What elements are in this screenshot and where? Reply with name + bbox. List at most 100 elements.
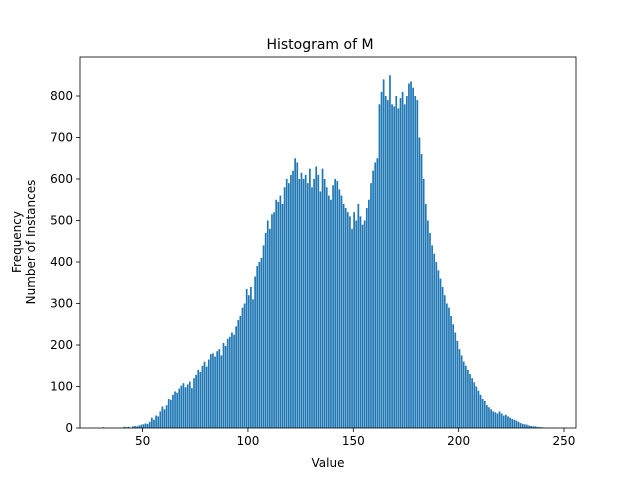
bar [143,424,145,428]
bar [435,262,437,428]
bar [204,362,206,428]
bar [191,388,193,428]
bar [305,175,307,428]
bar [155,416,157,428]
bar [419,138,421,428]
bar [505,415,507,428]
bar [299,179,301,428]
x-tick-label: 50 [135,434,150,448]
bar [322,169,324,428]
bar [511,419,513,428]
y-tick-label: 500 [50,214,73,228]
bar [499,411,501,428]
bar [317,175,319,428]
bar [433,254,435,428]
bar [450,316,452,428]
y-axis-label: Number of Instances [24,180,38,305]
bar [400,98,402,428]
bar [526,425,528,428]
bar [214,357,216,428]
bar [494,412,496,428]
bar [345,208,347,428]
bar [406,96,408,428]
bar [185,387,187,428]
bar [267,221,269,428]
x-tick-label: 100 [236,434,259,448]
bar [330,200,332,428]
bar [343,204,345,428]
bar [290,175,292,428]
bar [311,187,313,428]
bar [444,295,446,428]
bar [246,289,248,428]
bar [459,349,461,428]
bar [454,333,456,428]
bar [509,418,511,428]
bar [391,104,393,428]
bar [292,171,294,428]
bar [473,382,475,428]
bar [166,405,168,428]
bar [309,169,311,428]
bar [484,401,486,428]
y-tick-label: 600 [50,172,73,186]
bar [227,339,229,428]
bar [147,424,149,428]
bar [402,92,404,428]
x-tick-label: 250 [553,434,576,448]
bar [320,191,322,428]
bar [273,212,275,428]
bar [269,229,271,428]
bar [372,171,374,428]
bar [395,96,397,428]
bar [140,425,142,428]
bar [389,75,391,428]
bar [181,386,183,428]
bar [170,400,172,428]
bar [183,383,185,428]
bar [301,173,303,428]
bar [250,287,252,428]
bar [385,96,387,428]
bar [351,229,353,428]
bar [461,355,463,428]
bar [195,375,197,428]
bar [520,423,522,428]
bar [294,158,296,428]
bar [164,409,166,428]
bar [469,374,471,428]
bar [212,353,214,428]
bar [225,346,227,428]
bar [223,343,225,428]
bar [448,308,450,428]
y-tick-label: 700 [50,131,73,145]
bar [398,108,400,428]
bar [339,189,341,428]
bar [427,221,429,428]
bar [240,316,242,428]
bar [206,367,208,428]
bar [271,214,273,428]
bar [480,395,482,428]
bar [516,421,518,428]
bar [341,196,343,428]
bar [244,304,246,428]
bar [446,304,448,428]
bar [414,96,416,428]
bar [497,413,499,428]
bar [501,413,503,428]
bar [149,422,151,428]
bar [478,391,480,428]
bar [248,295,250,428]
bar [252,299,254,428]
bar [208,360,210,428]
bar [237,320,239,428]
bar [229,337,231,428]
bar [303,179,305,428]
bar [360,216,362,428]
y-tick-label: 800 [50,89,73,103]
bar [486,405,488,428]
y-tick-label: 300 [50,297,73,311]
bar [490,409,492,428]
bar [221,355,223,428]
